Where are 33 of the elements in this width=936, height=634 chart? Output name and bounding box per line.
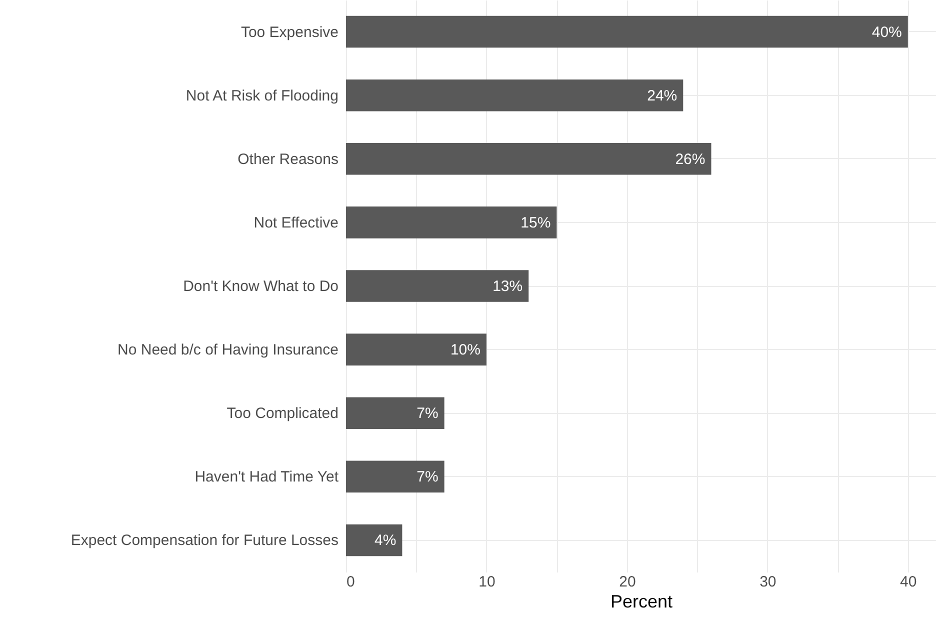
y-tick-label: No Need b/c of Having Insurance: [118, 342, 338, 359]
y-tick-label: Too Expensive: [240, 24, 338, 41]
x-tick-label: 0: [346, 574, 355, 590]
bar: [346, 460, 444, 493]
data-label: 7%: [416, 405, 438, 422]
bar: [346, 143, 712, 175]
data-label: 7%: [416, 468, 438, 486]
bar: [346, 206, 557, 238]
x-tick-label: 20: [619, 574, 636, 590]
bar: [346, 524, 402, 556]
data-label: 10%: [450, 342, 480, 359]
bar: [346, 79, 684, 112]
y-tick-label: Not Effective: [254, 214, 338, 232]
y-tick-label: Expect Compensation for Future Losses: [70, 532, 338, 550]
x-tick-label: 40: [900, 574, 917, 590]
data-label: 4%: [374, 532, 396, 550]
data-label: 15%: [520, 214, 551, 232]
bar: [346, 334, 486, 366]
data-label: 24%: [647, 87, 678, 104]
y-tick-label: Other Reasons: [238, 150, 338, 168]
y-tick-label: Haven't Had Time Yet: [194, 468, 340, 486]
x-axis-title: Percent: [610, 592, 673, 612]
data-label: 40%: [872, 24, 902, 41]
bar: [346, 270, 529, 302]
data-label: 13%: [492, 278, 523, 295]
y-tick-label: Don't Know What to Do: [183, 278, 338, 295]
bar: [346, 16, 908, 48]
bar: [346, 397, 444, 429]
x-tick-label: 10: [478, 574, 496, 590]
data-label: 26%: [675, 150, 706, 168]
y-tick-label: Too Complicated: [226, 405, 338, 422]
y-tick-label: Not At Risk of Flooding: [186, 87, 338, 104]
x-tick-label: 30: [760, 574, 776, 590]
